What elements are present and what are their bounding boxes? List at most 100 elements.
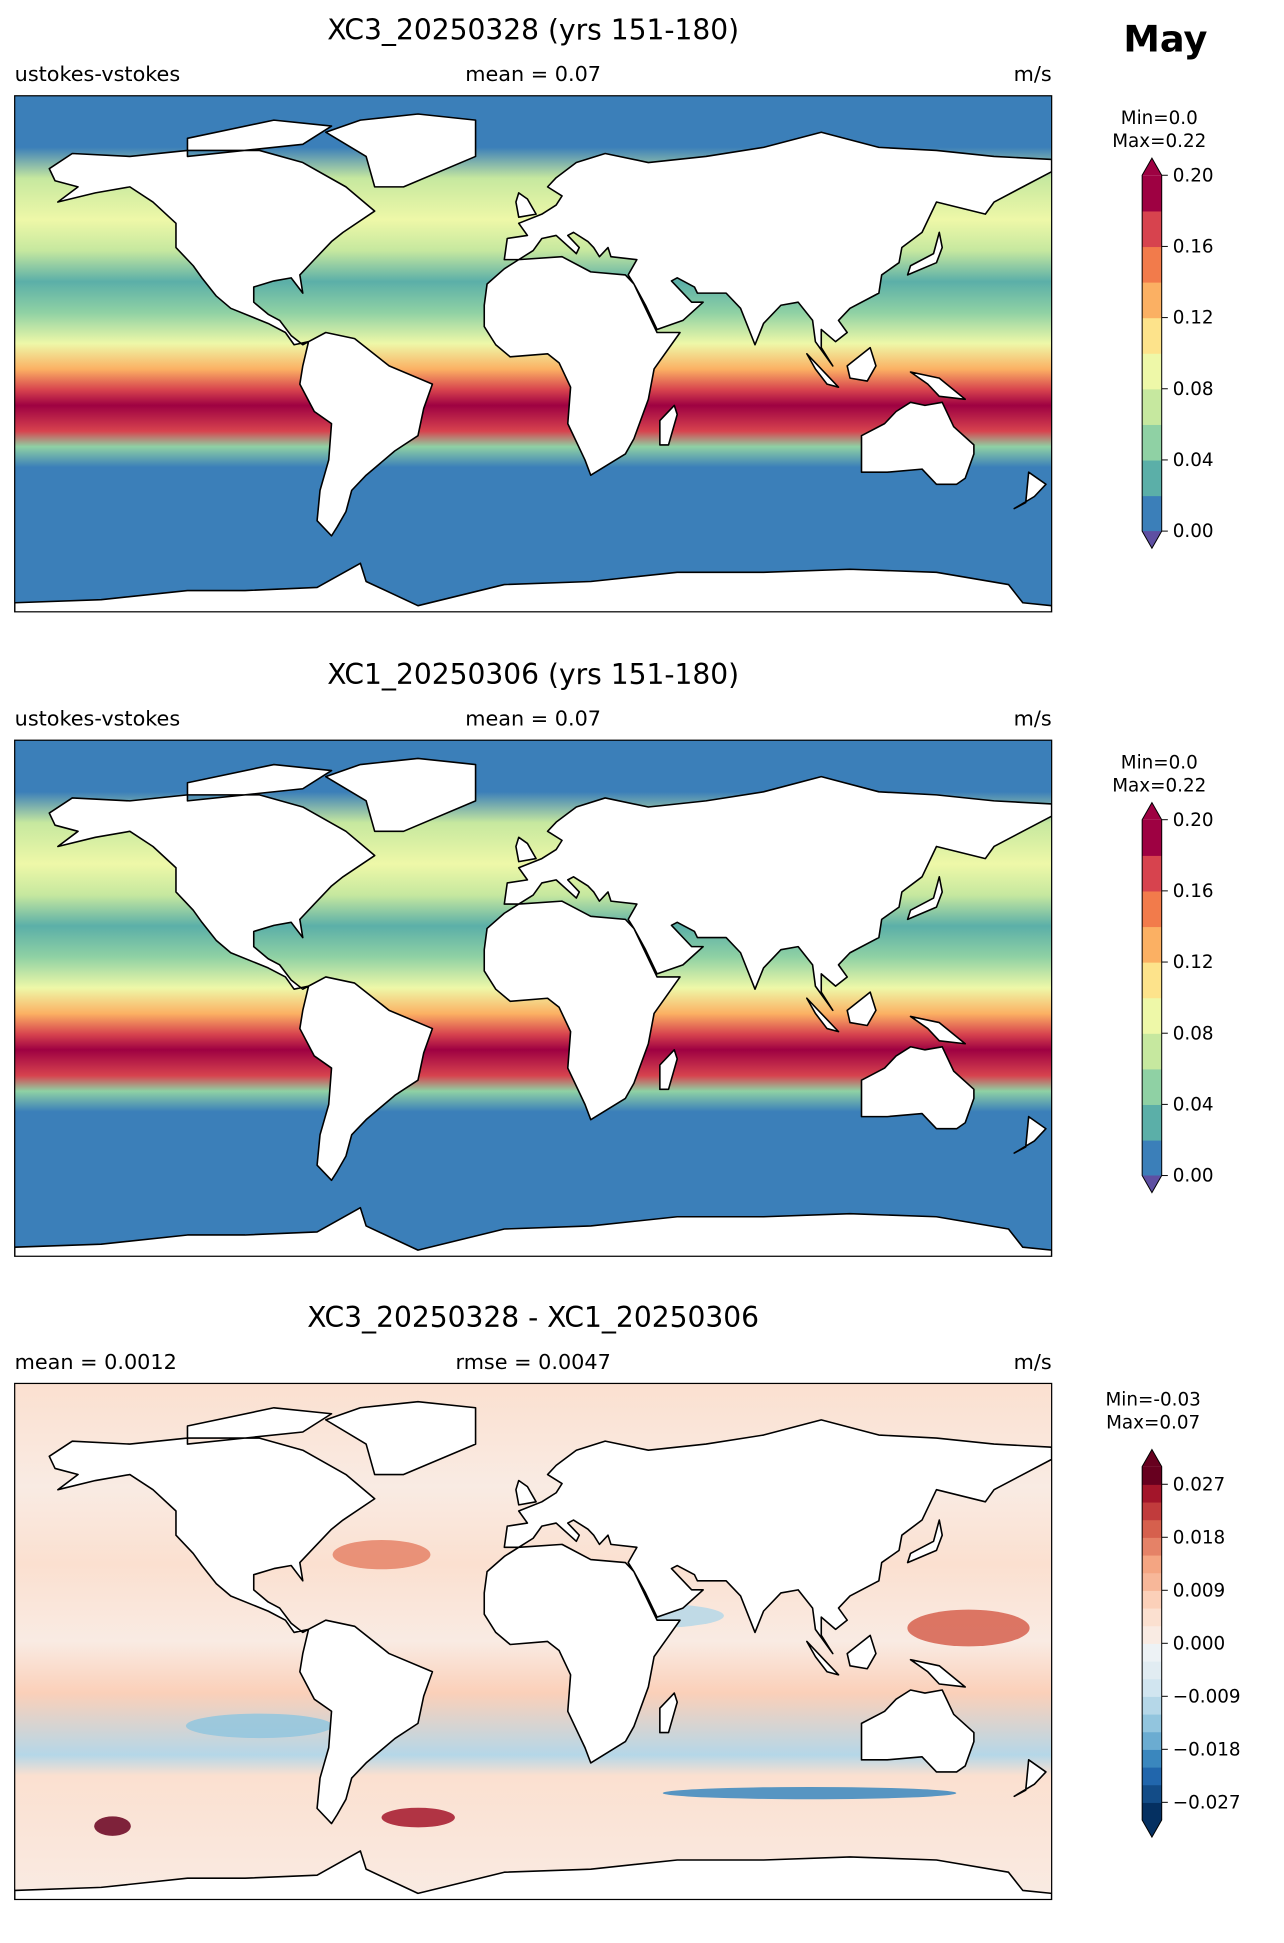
colorbar-over	[1142, 1449, 1162, 1467]
colorbar-tick-label: −0.009	[1173, 1686, 1241, 1707]
colorbar-bin	[1142, 388, 1162, 425]
colorbar-bin	[1142, 282, 1162, 319]
colorbar-tick-label: 0.08	[1173, 379, 1214, 400]
colorbar-tick-label: 0.000	[1173, 1633, 1225, 1654]
colorbar-tick-label: 0.04	[1173, 1094, 1214, 1115]
panel-title: XC3_20250328 - XC1_20250306	[307, 1301, 759, 1334]
anomaly-patch	[907, 1609, 1030, 1647]
land	[14, 1400, 1052, 1900]
map	[14, 95, 1052, 612]
colorbar-bin	[1142, 1519, 1162, 1538]
colorbar-over	[1142, 802, 1162, 820]
colorbar-bin	[1142, 1625, 1162, 1644]
colorbar-bin	[1142, 1139, 1162, 1177]
colorbar-bin	[1142, 1713, 1162, 1733]
map-frame	[14, 95, 1053, 613]
colorbar-bin	[1142, 1572, 1162, 1591]
center-label: mean = 0.07	[465, 707, 601, 731]
left-label: mean = 0.0012	[15, 1350, 177, 1374]
colorbar-tick-label: 0.018	[1173, 1527, 1225, 1548]
colorbar-bin	[1142, 459, 1162, 497]
colorbar-bin	[1142, 1660, 1162, 1680]
colorbar-bin	[1142, 1104, 1162, 1141]
colorbar-bin	[1142, 1033, 1162, 1070]
range-min: Min=-0.03	[1105, 1389, 1200, 1410]
colorbar-under	[1142, 1175, 1162, 1193]
left-label: ustokes-vstokes	[15, 62, 180, 86]
colorbar-tick-label: 0.009	[1173, 1580, 1225, 1601]
colorbar-bin	[1142, 1501, 1162, 1521]
anomaly-patch	[94, 1816, 131, 1836]
colorbar-under	[1142, 1819, 1162, 1838]
colorbar-bin	[1142, 210, 1162, 248]
colorbar-bin	[1142, 1731, 1162, 1750]
colorbar-under	[1142, 531, 1162, 549]
month-label: May	[1123, 18, 1207, 61]
land	[14, 113, 1052, 612]
colorbar-tick-label: −0.018	[1173, 1739, 1241, 1760]
range-min: Min=0.0	[1121, 108, 1198, 129]
colorbar-outline	[1141, 1448, 1163, 1839]
colorbar-bin	[1142, 997, 1162, 1034]
anomaly-patch	[332, 1539, 431, 1570]
land	[14, 757, 1052, 1257]
colorbar-bin	[1142, 962, 1162, 999]
map	[14, 740, 1052, 1257]
anomaly-patch	[381, 1807, 455, 1828]
units-label: m/s	[1014, 1350, 1052, 1374]
colorbar-bin	[1142, 1466, 1162, 1485]
colorbar-bin	[1142, 890, 1162, 928]
colorbar-bin	[1142, 353, 1162, 390]
anomaly-patch	[662, 1786, 957, 1800]
colorbar-bin	[1142, 819, 1162, 856]
colorbar-tick-label: 0.00	[1173, 1166, 1214, 1187]
colorbar-bin	[1142, 1484, 1162, 1503]
range-max: Max=0.22	[1112, 131, 1206, 152]
colorbar-bin	[1142, 495, 1162, 532]
colorbar-bin	[1142, 855, 1162, 892]
colorbar-bin	[1142, 1696, 1162, 1715]
colorbar-bin	[1142, 926, 1162, 963]
colorbar-bin	[1142, 1766, 1162, 1786]
colorbar-tick-label: −0.027	[1173, 1792, 1241, 1813]
map-frame	[14, 739, 1053, 1257]
colorbar-tick-label: 0.16	[1173, 881, 1214, 902]
colorbar-tick-label: 0.08	[1173, 1023, 1214, 1044]
left-label: ustokes-vstokes	[15, 707, 180, 731]
panel: XC1_20250306 (yrs 151-180) ustokes-vstoke…	[14, 658, 1214, 1257]
panel-title: XC3_20250328 (yrs 151-180)	[327, 14, 739, 47]
colorbar-over	[1142, 158, 1162, 176]
colorbar-tick-label: 0.16	[1173, 237, 1214, 258]
colorbar-bin	[1142, 1607, 1162, 1627]
colorbar-tick-label: 0.12	[1173, 952, 1214, 973]
units-label: m/s	[1014, 707, 1052, 731]
colorbar-bin	[1142, 424, 1162, 461]
map	[14, 1383, 1052, 1900]
colorbar-bin	[1142, 1802, 1162, 1821]
colorbar-bin	[1142, 1784, 1162, 1803]
colorbar-outline	[1141, 801, 1163, 1194]
colorbar-bin	[1142, 1068, 1162, 1105]
range-min: Min=0.0	[1121, 752, 1198, 773]
map-frame	[14, 1382, 1053, 1901]
panel-title: XC1_20250306 (yrs 151-180)	[327, 658, 739, 691]
colorbar-bin	[1142, 1678, 1162, 1697]
panel: XC3_20250328 (yrs 151-180) ustokes-vstoke…	[14, 14, 1214, 613]
colorbar-bin	[1142, 1590, 1162, 1609]
colorbar-tick-label: 0.04	[1173, 450, 1214, 471]
colorbar-bin	[1142, 246, 1162, 283]
colorbar-tick-label: 0.20	[1173, 165, 1214, 186]
anomaly-patch	[185, 1713, 333, 1739]
colorbar-tick-label: 0.00	[1173, 521, 1214, 542]
colorbar-tick-label: 0.20	[1173, 810, 1214, 831]
colorbar-tick-label: 0.12	[1173, 308, 1214, 329]
colorbar-bin	[1142, 1537, 1162, 1556]
colorbar-tick-label: 0.027	[1173, 1474, 1225, 1495]
colorbar-bin	[1142, 1554, 1162, 1574]
units-label: m/s	[1014, 62, 1052, 86]
colorbar-bin	[1142, 1749, 1162, 1768]
colorbar-bin	[1142, 175, 1162, 212]
center-label: mean = 0.07	[465, 62, 601, 86]
